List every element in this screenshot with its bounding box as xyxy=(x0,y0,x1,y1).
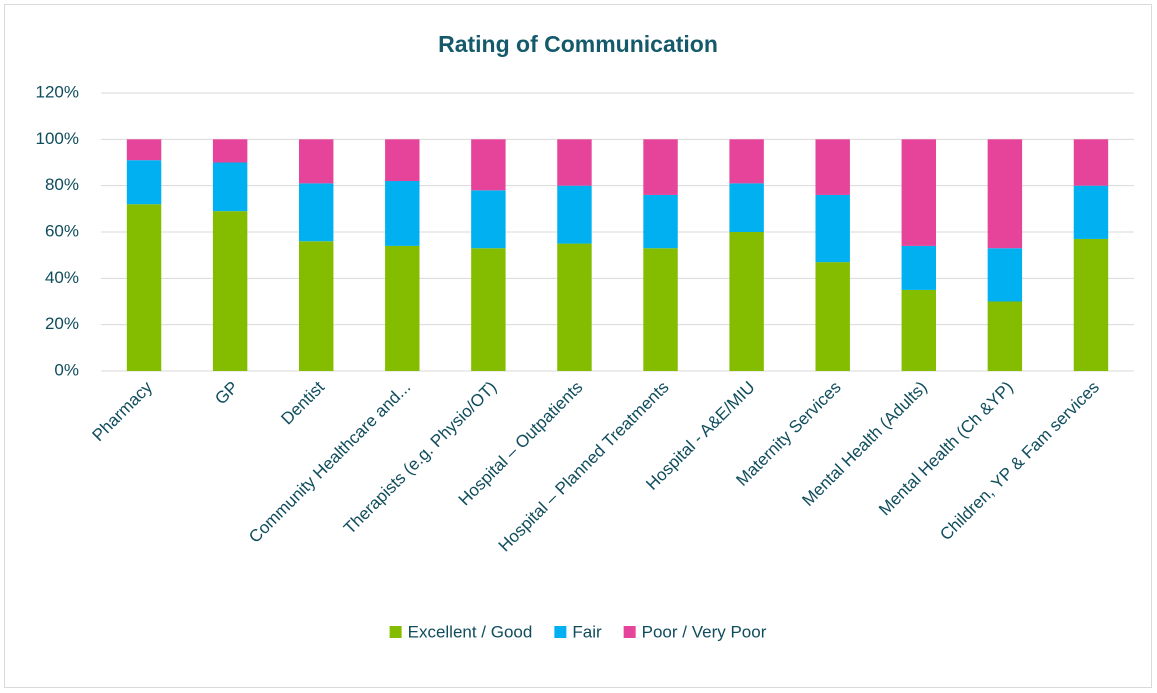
bar-segment xyxy=(1073,238,1109,371)
bar-segment xyxy=(987,139,1023,249)
bar-segment xyxy=(729,139,764,184)
bar-segment xyxy=(212,211,248,371)
bar-segment xyxy=(385,245,420,371)
bar-segment xyxy=(1073,185,1109,239)
chart-title: Rating of Communication xyxy=(438,31,718,57)
bar-segment xyxy=(815,194,850,263)
bar-segment xyxy=(298,139,334,184)
y-tick-label: 60% xyxy=(45,221,79,240)
legend-swatch xyxy=(554,626,567,638)
bar-segment xyxy=(815,262,850,371)
bar-segment xyxy=(901,289,937,371)
bar-segment xyxy=(643,194,678,249)
y-tick-label: 120% xyxy=(36,82,79,101)
bar-segment xyxy=(471,139,506,191)
bar-segment xyxy=(212,162,248,212)
bar-segment xyxy=(987,248,1023,302)
bar-segment xyxy=(298,241,334,371)
bar-segment xyxy=(557,243,592,371)
bar-segment xyxy=(901,245,937,290)
bar-segment xyxy=(212,139,248,163)
bar-segment xyxy=(815,139,850,195)
bar-segment xyxy=(729,232,764,371)
bar-segment xyxy=(471,190,506,249)
legend-swatch xyxy=(389,626,402,638)
y-tick-label: 40% xyxy=(45,268,79,287)
bar-segment xyxy=(729,183,764,232)
bar-segment xyxy=(385,139,420,182)
bar-segment xyxy=(557,185,592,244)
bar-segment xyxy=(643,248,678,371)
bar-segment xyxy=(126,160,162,205)
bar-segment xyxy=(1073,139,1109,186)
y-tick-label: 100% xyxy=(36,129,79,148)
legend-swatch xyxy=(623,626,636,638)
bar-segment xyxy=(126,204,162,371)
bar-segment xyxy=(557,139,592,186)
legend-label: Fair xyxy=(572,622,602,641)
bar-segment xyxy=(643,139,678,195)
bar-segment xyxy=(298,183,334,242)
bar-segment xyxy=(901,139,937,246)
bar-segment xyxy=(126,139,162,161)
legend-label: Poor / Very Poor xyxy=(642,622,767,641)
y-tick-label: 80% xyxy=(45,175,79,194)
y-tick-label: 20% xyxy=(45,314,79,333)
y-tick-label: 0% xyxy=(54,360,79,379)
bar-segment xyxy=(471,248,506,371)
bar-segment xyxy=(987,301,1023,371)
legend-label: Excellent / Good xyxy=(408,622,533,641)
bar-segment xyxy=(385,181,420,246)
